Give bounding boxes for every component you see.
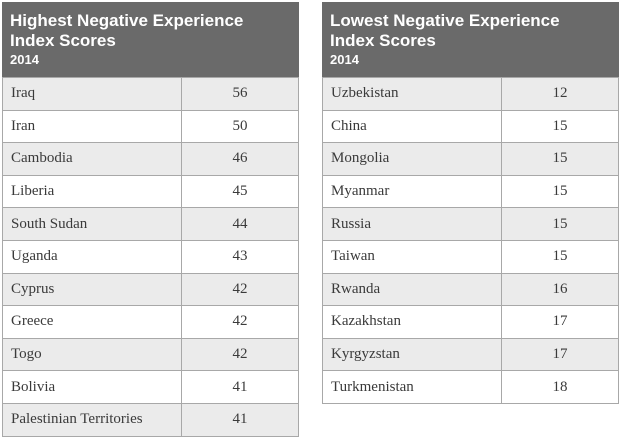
score-cell: 50 bbox=[181, 109, 299, 144]
highest-scores-panel: Highest Negative Experience Index Scores… bbox=[2, 2, 299, 437]
country-cell: Kyrgyzstan bbox=[322, 337, 502, 372]
country-cell: Rwanda bbox=[322, 272, 502, 307]
score-cell: 42 bbox=[181, 305, 299, 339]
table-row: Palestinian Territories 41 bbox=[2, 402, 299, 437]
table-row: Taiwan 15 bbox=[322, 239, 619, 274]
score-cell: 42 bbox=[181, 337, 299, 372]
country-cell: Cyprus bbox=[2, 272, 182, 307]
table-row: Greece 42 bbox=[2, 305, 299, 339]
country-cell: Uganda bbox=[2, 239, 182, 274]
table-row: Iran 50 bbox=[2, 109, 299, 144]
highest-title-line1: Highest Negative Experience bbox=[10, 11, 244, 30]
country-cell: Liberia bbox=[2, 174, 182, 209]
country-cell: South Sudan bbox=[2, 207, 182, 241]
country-cell: Bolivia bbox=[2, 370, 182, 404]
table-row: Iraq 56 bbox=[2, 77, 299, 111]
table-row: Bolivia 41 bbox=[2, 370, 299, 404]
score-cell: 15 bbox=[501, 239, 619, 274]
lowest-scores-title: Lowest Negative Experience Index Scores bbox=[330, 11, 611, 51]
lowest-scores-body: Uzbekistan 12 China 15 Mongolia 15 Myanmar 15 Ru… bbox=[322, 77, 619, 404]
highest-scores-year: 2014 bbox=[10, 52, 39, 67]
table-row: Liberia 45 bbox=[2, 174, 299, 209]
table-row: Turkmenistan 18 bbox=[322, 370, 619, 404]
country-cell: Russia bbox=[322, 207, 502, 241]
table-row: Togo 42 bbox=[2, 337, 299, 372]
table-row: Rwanda 16 bbox=[322, 272, 619, 307]
score-cell: 15 bbox=[501, 142, 619, 176]
table-row: Mongolia 15 bbox=[322, 142, 619, 176]
lowest-scores-table: Uzbekistan 12 China 15 Mongolia 15 Myanmar 15 Ru… bbox=[322, 77, 619, 404]
score-cell: 44 bbox=[181, 207, 299, 241]
country-cell: Myanmar bbox=[322, 174, 502, 209]
country-cell: Mongolia bbox=[322, 142, 502, 176]
score-cell: 41 bbox=[181, 370, 299, 404]
score-cell: 46 bbox=[181, 142, 299, 176]
country-cell: Turkmenistan bbox=[322, 370, 502, 404]
highest-scores-header: Highest Negative Experience Index Scores… bbox=[2, 2, 299, 77]
table-row: Myanmar 15 bbox=[322, 174, 619, 209]
score-cell: 45 bbox=[181, 174, 299, 209]
score-cell: 15 bbox=[501, 109, 619, 144]
table-row: Uzbekistan 12 bbox=[322, 77, 619, 111]
score-cell: 43 bbox=[181, 239, 299, 274]
lowest-scores-panel: Lowest Negative Experience Index Scores … bbox=[322, 2, 619, 404]
table-row: Cambodia 46 bbox=[2, 142, 299, 176]
highest-title-line2: Index Scores bbox=[10, 31, 116, 50]
score-cell: 16 bbox=[501, 272, 619, 307]
table-row: Cyprus 42 bbox=[2, 272, 299, 307]
country-cell: Togo bbox=[2, 337, 182, 372]
score-cell: 56 bbox=[181, 77, 299, 111]
score-cell: 42 bbox=[181, 272, 299, 307]
table-row: Kazakhstan 17 bbox=[322, 305, 619, 339]
country-cell: Palestinian Territories bbox=[2, 402, 182, 437]
lowest-title-line2: Index Scores bbox=[330, 31, 436, 50]
country-cell: Greece bbox=[2, 305, 182, 339]
score-cell: 17 bbox=[501, 337, 619, 372]
table-row: South Sudan 44 bbox=[2, 207, 299, 241]
score-cell: 15 bbox=[501, 207, 619, 241]
score-cell: 18 bbox=[501, 370, 619, 404]
country-cell: Kazakhstan bbox=[322, 305, 502, 339]
highest-scores-title: Highest Negative Experience Index Scores bbox=[10, 11, 291, 51]
highest-scores-table: Iraq 56 Iran 50 Cambodia 46 Liberia 45 South Sud… bbox=[2, 77, 299, 437]
table-row: Uganda 43 bbox=[2, 239, 299, 274]
score-cell: 41 bbox=[181, 402, 299, 437]
score-cell: 17 bbox=[501, 305, 619, 339]
table-row: Kyrgyzstan 17 bbox=[322, 337, 619, 372]
highest-scores-body: Iraq 56 Iran 50 Cambodia 46 Liberia 45 South Sud… bbox=[2, 77, 299, 437]
lowest-title-line1: Lowest Negative Experience bbox=[330, 11, 560, 30]
country-cell: Uzbekistan bbox=[322, 77, 502, 111]
score-cell: 15 bbox=[501, 174, 619, 209]
country-cell: Taiwan bbox=[322, 239, 502, 274]
table-row: China 15 bbox=[322, 109, 619, 144]
country-cell: China bbox=[322, 109, 502, 144]
lowest-scores-year: 2014 bbox=[330, 52, 359, 67]
lowest-scores-header: Lowest Negative Experience Index Scores … bbox=[322, 2, 619, 77]
table-row: Russia 15 bbox=[322, 207, 619, 241]
country-cell: Iraq bbox=[2, 77, 182, 111]
country-cell: Cambodia bbox=[2, 142, 182, 176]
score-cell: 12 bbox=[501, 77, 619, 111]
country-cell: Iran bbox=[2, 109, 182, 144]
